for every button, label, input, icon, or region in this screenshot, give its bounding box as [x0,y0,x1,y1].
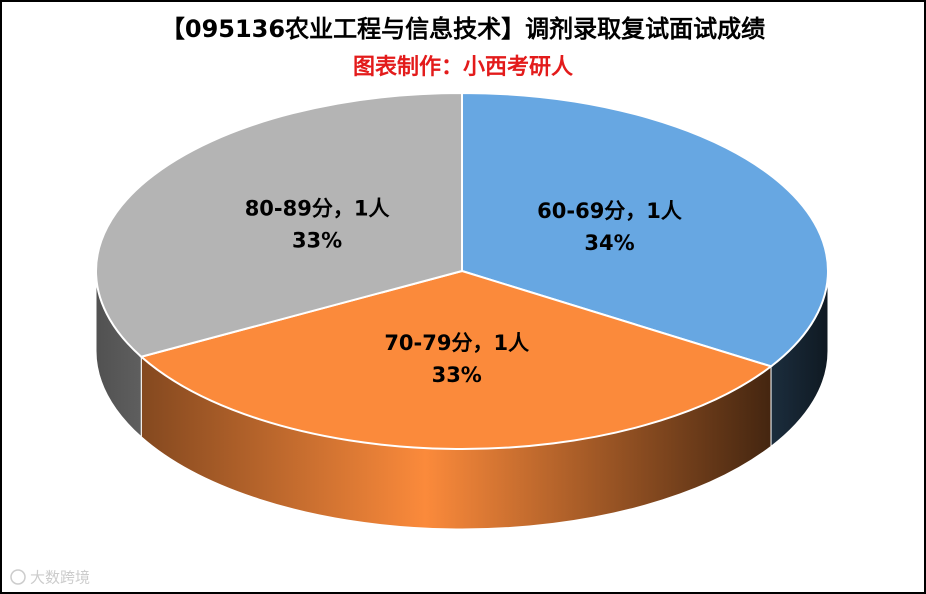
chart-title: 【095136农业工程与信息技术】调剂录取复试面试成绩 [161,15,765,43]
slice [95,91,463,358]
data-value-label: 33% [292,229,342,253]
chart-subtitle: 图表制作：小西考研人 [353,55,573,80]
watermark: 大数跨境 [30,569,90,587]
slice [461,91,829,368]
data-label: 80-89分，1人 [245,197,390,221]
data-value-label: 34% [584,231,634,255]
data-label: 70-79分，1人 [384,331,529,355]
watermark-icon [10,569,26,585]
data-value-label: 33% [432,363,482,387]
data-label: 60-69分，1人 [537,199,682,223]
pie: 60-69分，1人 34% 70-79分，1人 33% 80-89分，1人 33% [95,91,829,530]
